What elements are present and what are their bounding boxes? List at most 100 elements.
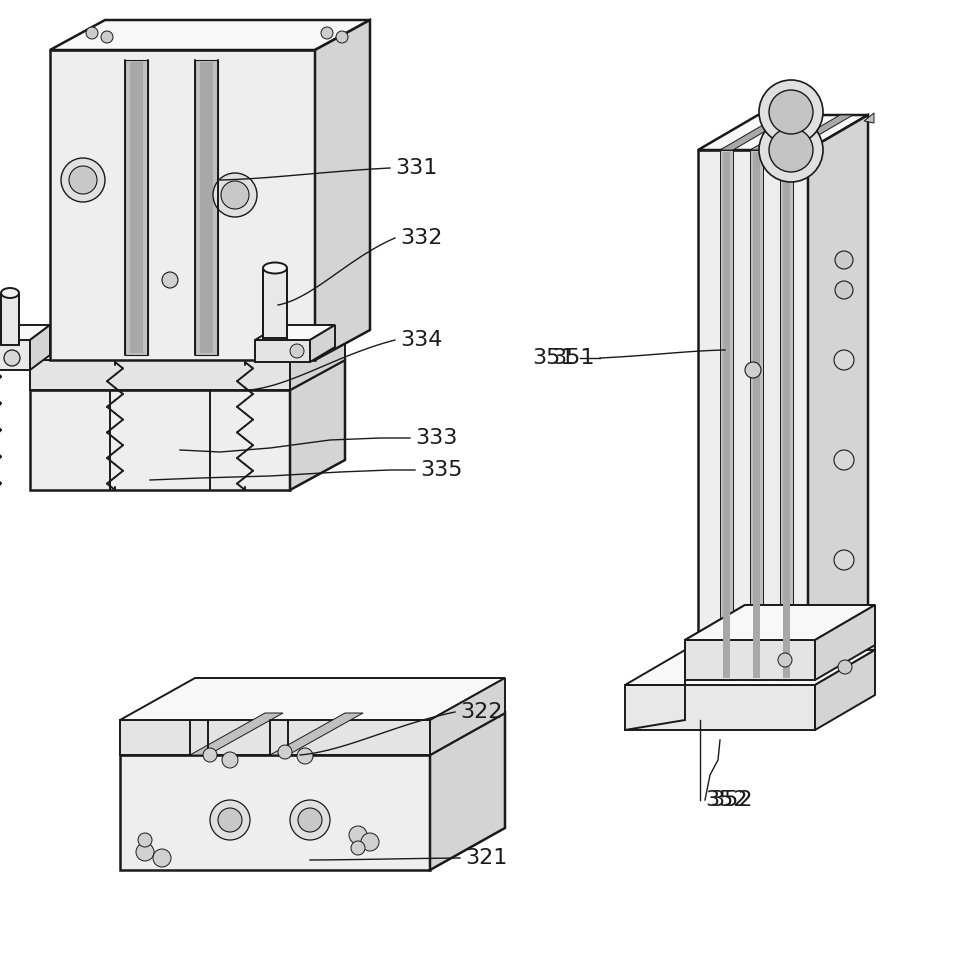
Polygon shape <box>430 678 504 755</box>
Circle shape <box>349 826 366 844</box>
Polygon shape <box>719 150 732 680</box>
Text: 334: 334 <box>400 330 442 350</box>
Circle shape <box>138 833 151 847</box>
Circle shape <box>290 344 304 358</box>
Text: 335: 335 <box>419 460 462 480</box>
Circle shape <box>277 745 292 759</box>
Circle shape <box>768 128 812 172</box>
Polygon shape <box>783 152 789 678</box>
Polygon shape <box>30 360 345 390</box>
Polygon shape <box>863 113 873 123</box>
Polygon shape <box>125 60 148 355</box>
Circle shape <box>298 808 321 832</box>
Polygon shape <box>752 152 759 678</box>
Circle shape <box>210 800 250 840</box>
Polygon shape <box>684 605 874 640</box>
Polygon shape <box>0 340 30 370</box>
Circle shape <box>833 350 853 370</box>
Polygon shape <box>814 605 874 720</box>
Polygon shape <box>199 62 213 353</box>
Circle shape <box>768 90 812 134</box>
Circle shape <box>837 660 851 674</box>
Polygon shape <box>749 115 823 150</box>
Circle shape <box>101 31 113 43</box>
Polygon shape <box>30 390 290 490</box>
Polygon shape <box>270 713 362 755</box>
Text: 351: 351 <box>552 348 594 368</box>
Circle shape <box>61 158 105 202</box>
Text: 352: 352 <box>704 790 746 810</box>
Circle shape <box>152 849 171 867</box>
Circle shape <box>778 653 791 667</box>
Polygon shape <box>290 360 345 490</box>
Polygon shape <box>719 115 792 150</box>
Text: 332: 332 <box>400 228 442 248</box>
Polygon shape <box>684 640 814 720</box>
Polygon shape <box>780 115 852 150</box>
Circle shape <box>834 251 852 269</box>
Circle shape <box>361 833 379 851</box>
Polygon shape <box>290 330 345 390</box>
Polygon shape <box>130 62 143 353</box>
Circle shape <box>221 181 249 209</box>
Polygon shape <box>30 330 345 360</box>
Circle shape <box>136 843 153 861</box>
Polygon shape <box>698 150 807 680</box>
Polygon shape <box>780 150 792 680</box>
Polygon shape <box>120 720 430 755</box>
Polygon shape <box>698 115 868 150</box>
Circle shape <box>834 281 852 299</box>
Polygon shape <box>814 605 874 680</box>
Polygon shape <box>684 605 874 640</box>
Polygon shape <box>722 152 729 678</box>
Circle shape <box>833 550 853 570</box>
Polygon shape <box>255 340 310 362</box>
Circle shape <box>222 752 237 768</box>
Polygon shape <box>624 650 874 685</box>
Polygon shape <box>120 755 430 870</box>
Circle shape <box>744 362 760 378</box>
Circle shape <box>203 748 217 762</box>
Polygon shape <box>255 325 335 340</box>
Ellipse shape <box>263 263 286 273</box>
Polygon shape <box>263 270 286 338</box>
Circle shape <box>4 350 20 366</box>
Circle shape <box>351 841 364 855</box>
Circle shape <box>320 27 332 39</box>
Ellipse shape <box>1 288 19 298</box>
Circle shape <box>758 118 823 182</box>
Circle shape <box>86 27 98 39</box>
Text: 351: 351 <box>531 348 574 368</box>
Circle shape <box>290 800 329 840</box>
Text: 352: 352 <box>709 790 751 810</box>
Circle shape <box>297 748 313 764</box>
Text: 321: 321 <box>464 848 507 868</box>
Polygon shape <box>310 325 335 362</box>
Polygon shape <box>749 150 762 680</box>
Polygon shape <box>430 713 504 870</box>
Polygon shape <box>50 20 369 50</box>
Polygon shape <box>814 650 874 730</box>
Polygon shape <box>120 713 504 755</box>
Polygon shape <box>50 50 315 360</box>
Polygon shape <box>1 295 19 345</box>
Circle shape <box>833 450 853 470</box>
Polygon shape <box>30 360 290 390</box>
Text: 333: 333 <box>414 428 457 448</box>
Polygon shape <box>315 20 369 360</box>
Polygon shape <box>190 713 282 755</box>
Circle shape <box>162 272 178 288</box>
Polygon shape <box>684 640 814 680</box>
Polygon shape <box>0 325 50 340</box>
Circle shape <box>758 80 823 144</box>
Circle shape <box>69 166 97 194</box>
Polygon shape <box>30 325 50 370</box>
Polygon shape <box>624 685 814 730</box>
Circle shape <box>336 31 348 43</box>
Circle shape <box>218 808 241 832</box>
Polygon shape <box>194 60 218 355</box>
Circle shape <box>213 173 257 217</box>
Polygon shape <box>120 678 504 720</box>
Polygon shape <box>807 115 868 680</box>
Text: 322: 322 <box>459 702 502 722</box>
